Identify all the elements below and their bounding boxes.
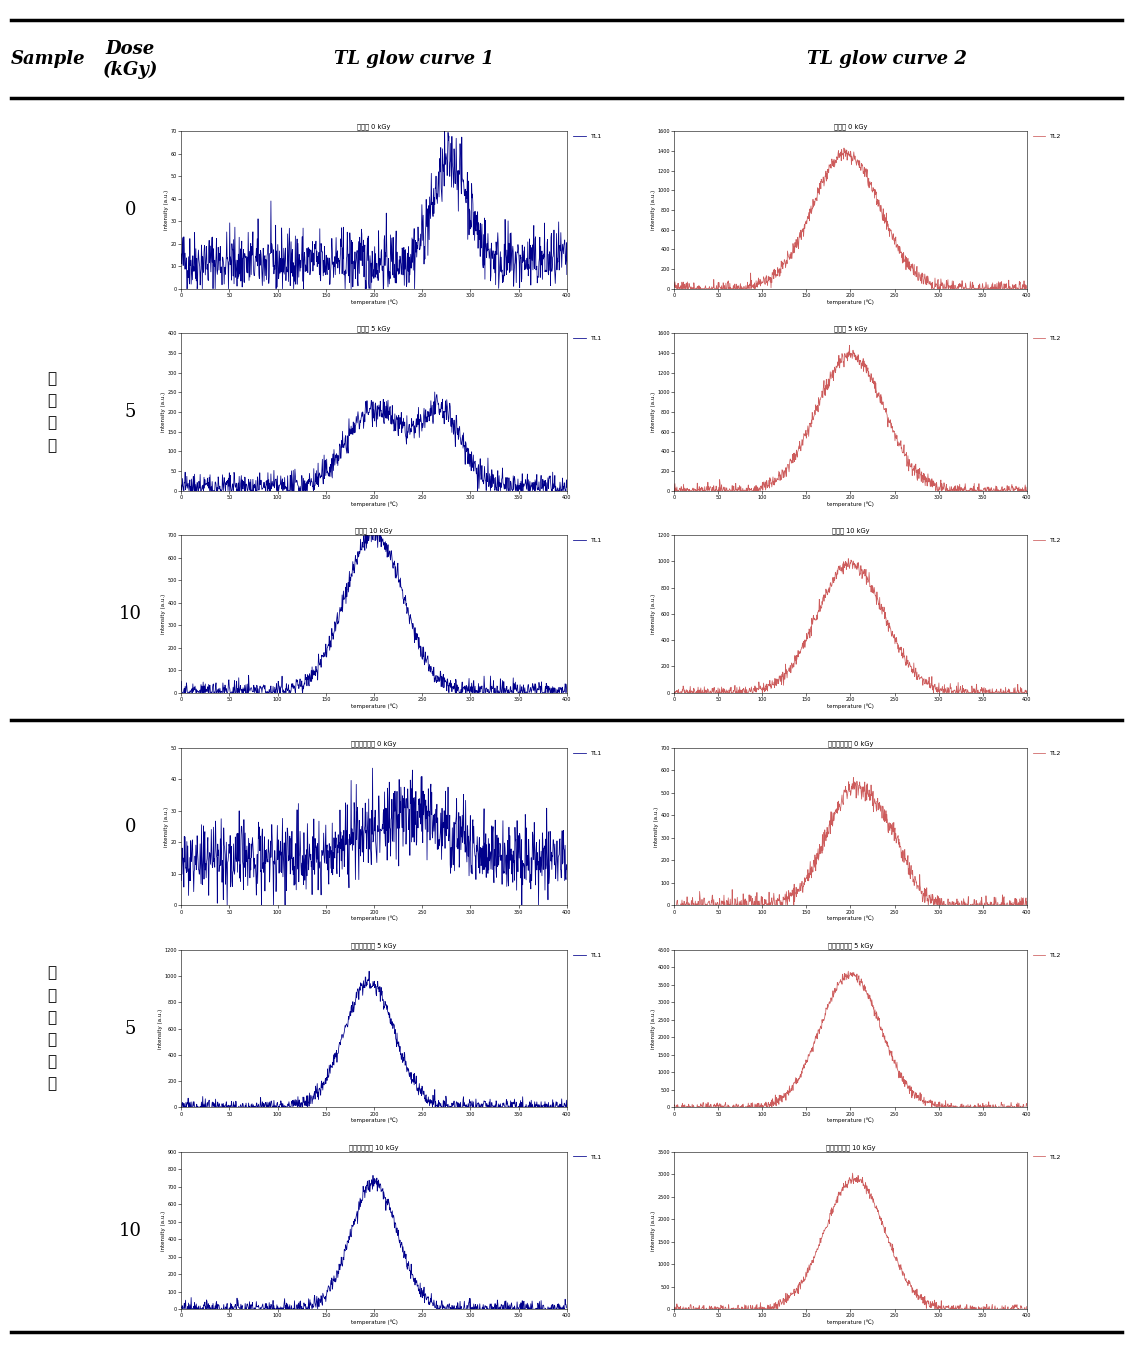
X-axis label: temperature (℃): temperature (℃) xyxy=(827,916,874,921)
Title: 영아를이유식 5 kGy: 영아를이유식 5 kGy xyxy=(351,941,397,948)
Legend: TL1: TL1 xyxy=(571,535,604,546)
Legend: TL1: TL1 xyxy=(571,950,604,960)
Legend: TL1: TL1 xyxy=(571,1151,604,1162)
Y-axis label: intensity (a.u.): intensity (a.u.) xyxy=(161,593,167,633)
X-axis label: temperature (℃): temperature (℃) xyxy=(350,1118,398,1123)
Legend: TL2: TL2 xyxy=(1030,132,1064,141)
Title: 영아를이유식 10 kGy: 영아를이유식 10 kGy xyxy=(349,1145,399,1150)
X-axis label: temperature (℃): temperature (℃) xyxy=(350,916,398,921)
Legend: TL2: TL2 xyxy=(1030,1151,1064,1162)
Legend: TL2: TL2 xyxy=(1030,334,1064,343)
Title: 영아를이유식 0 kGy: 영아를이유식 0 kGy xyxy=(351,740,397,746)
Text: 0: 0 xyxy=(125,200,136,219)
Y-axis label: intensity (a.u.): intensity (a.u.) xyxy=(651,190,656,230)
Title: 영아를이유식 0 kGy: 영아를이유식 0 kGy xyxy=(828,740,874,746)
Text: 영
아
용
이
유
식: 영 아 용 이 유 식 xyxy=(48,966,57,1092)
Text: 건
조
망
고: 건 조 망 고 xyxy=(48,371,57,453)
Y-axis label: intensity (a.u.): intensity (a.u.) xyxy=(651,1210,656,1251)
Title: 건맑고 10 kGy: 건맑고 10 kGy xyxy=(356,527,393,534)
Y-axis label: intensity (a.u.): intensity (a.u.) xyxy=(651,1009,656,1049)
Title: 건맑고 10 kGy: 건맑고 10 kGy xyxy=(832,527,869,534)
Y-axis label: intensity (a.u.): intensity (a.u.) xyxy=(651,391,656,432)
X-axis label: temperature (℃): temperature (℃) xyxy=(827,703,874,709)
X-axis label: temperature (℃): temperature (℃) xyxy=(827,1118,874,1123)
Legend: TL1: TL1 xyxy=(571,132,604,141)
Title: 건맑고 0 kGy: 건맑고 0 kGy xyxy=(834,124,867,130)
Text: 0: 0 xyxy=(125,818,136,835)
Y-axis label: intensity (a.u.): intensity (a.u.) xyxy=(164,190,170,230)
Text: 5: 5 xyxy=(125,1020,136,1037)
Title: 건맑고 5 kGy: 건맑고 5 kGy xyxy=(834,325,867,332)
Y-axis label: intensity (a.u.): intensity (a.u.) xyxy=(164,807,170,847)
Text: Dose
(kGy): Dose (kGy) xyxy=(103,39,157,79)
Title: 영아를이유식 5 kGy: 영아를이유식 5 kGy xyxy=(828,941,874,948)
Title: 영아를이유식 10 kGy: 영아를이유식 10 kGy xyxy=(826,1145,875,1150)
Legend: TL1: TL1 xyxy=(571,748,604,759)
Y-axis label: intensity (a.u.): intensity (a.u.) xyxy=(161,391,167,432)
X-axis label: temperature (℃): temperature (℃) xyxy=(350,703,398,709)
X-axis label: temperature (℃): temperature (℃) xyxy=(350,1319,398,1325)
X-axis label: temperature (℃): temperature (℃) xyxy=(827,1319,874,1325)
Legend: TL2: TL2 xyxy=(1030,748,1064,759)
X-axis label: temperature (℃): temperature (℃) xyxy=(827,299,874,305)
X-axis label: temperature (℃): temperature (℃) xyxy=(827,502,874,507)
X-axis label: temperature (℃): temperature (℃) xyxy=(350,502,398,507)
Text: TL glow curve 1: TL glow curve 1 xyxy=(333,50,494,69)
Text: 5: 5 xyxy=(125,404,136,421)
Text: Sample: Sample xyxy=(11,50,85,69)
Y-axis label: intensity (a.u.): intensity (a.u.) xyxy=(161,1210,167,1251)
Text: 10: 10 xyxy=(119,605,142,623)
Title: 건맑고 5 kGy: 건맑고 5 kGy xyxy=(357,325,391,332)
Legend: TL1: TL1 xyxy=(571,334,604,343)
Text: 10: 10 xyxy=(119,1221,142,1240)
Text: TL glow curve 2: TL glow curve 2 xyxy=(807,50,966,69)
Legend: TL2: TL2 xyxy=(1030,950,1064,960)
Legend: TL2: TL2 xyxy=(1030,535,1064,546)
Y-axis label: intensity (a.u.): intensity (a.u.) xyxy=(651,593,656,633)
Y-axis label: intensity (a.u.): intensity (a.u.) xyxy=(159,1009,163,1049)
Title: 건맑고 0 kGy: 건맑고 0 kGy xyxy=(357,124,391,130)
X-axis label: temperature (℃): temperature (℃) xyxy=(350,299,398,305)
Y-axis label: intensity (a.u.): intensity (a.u.) xyxy=(654,807,659,847)
